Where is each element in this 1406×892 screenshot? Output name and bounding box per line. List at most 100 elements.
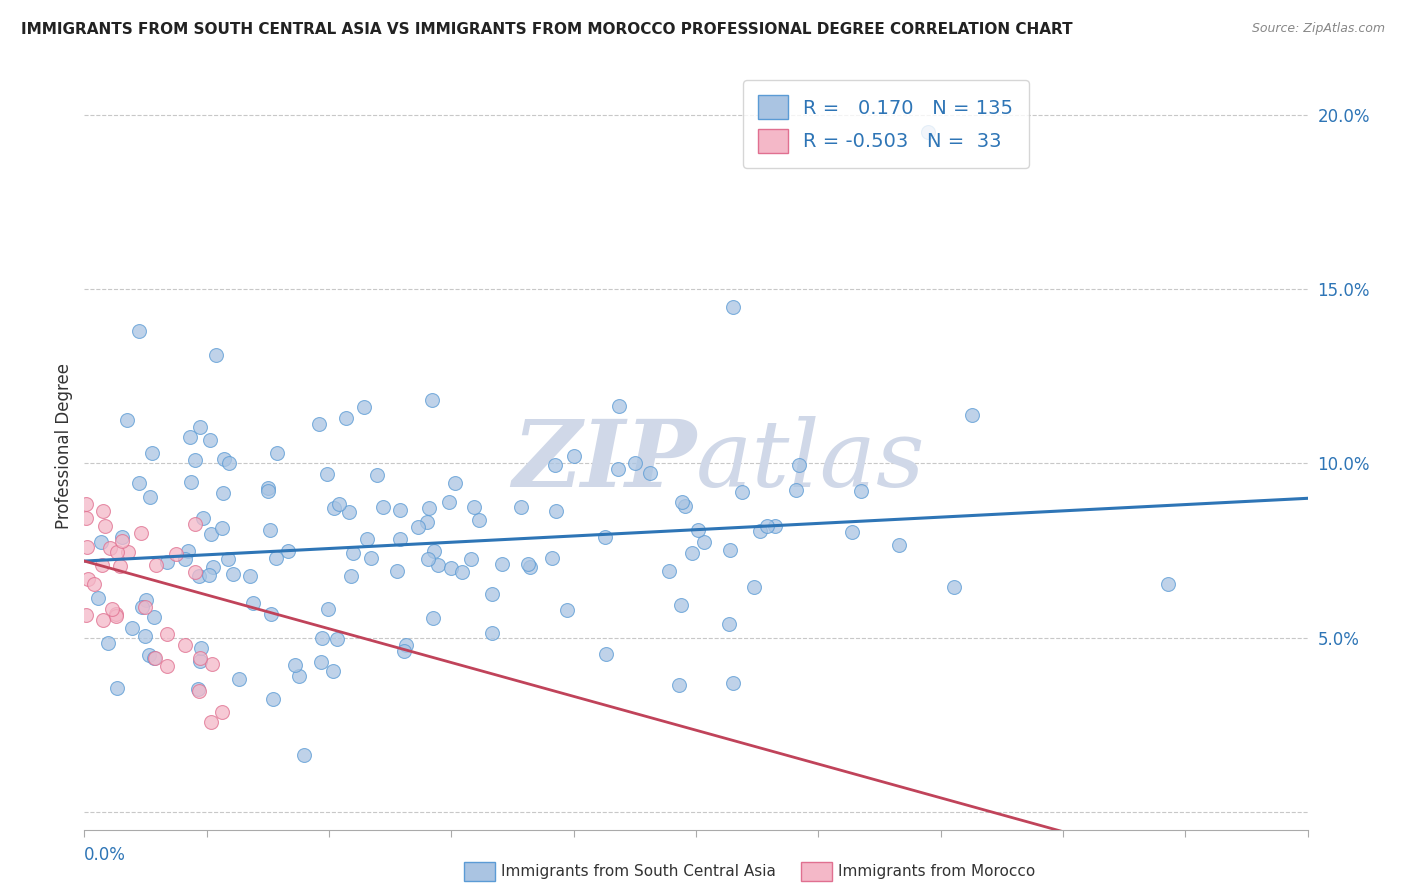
Text: Source: ZipAtlas.com: Source: ZipAtlas.com [1251, 22, 1385, 36]
Point [437, 495, 460, 509]
Point [212, 452, 235, 467]
Point [76, 541, 98, 555]
Point [510, 500, 533, 514]
Point [749, 524, 772, 539]
Point [156, 659, 179, 673]
Point [1157, 576, 1180, 591]
Point [681, 546, 703, 560]
Point [607, 462, 630, 476]
Point [100, 601, 122, 615]
Point [789, 458, 811, 472]
Point [117, 545, 139, 559]
Point [217, 551, 239, 566]
Point [135, 592, 157, 607]
Point [444, 475, 467, 490]
Text: IMMIGRANTS FROM SOUTH CENTRAL ASIA VS IMMIGRANTS FROM MOROCCO PROFESSIONAL DEGRE: IMMIGRANTS FROM SOUTH CENTRAL ASIA VS IM… [21, 22, 1073, 37]
Point [388, 503, 411, 517]
Point [742, 580, 765, 594]
Point [638, 466, 661, 480]
Point [188, 654, 211, 668]
Point [427, 558, 450, 572]
Point [323, 500, 346, 515]
Point [200, 714, 222, 729]
Point [335, 410, 357, 425]
Point [191, 511, 214, 525]
Point [392, 643, 415, 657]
Point [668, 678, 690, 692]
Point [188, 568, 211, 582]
Point [211, 705, 233, 719]
Point [205, 349, 228, 363]
Point [90, 535, 112, 549]
Point [145, 558, 167, 573]
Point [156, 626, 179, 640]
Point [211, 485, 233, 500]
Text: 0.0%: 0.0% [84, 847, 127, 864]
Point [308, 417, 330, 431]
Point [221, 566, 243, 581]
Point [544, 458, 567, 472]
Point [624, 456, 647, 470]
Point [555, 602, 578, 616]
Point [366, 467, 388, 482]
Point [360, 550, 382, 565]
Point [423, 544, 446, 558]
Point [105, 681, 128, 695]
Legend: R =   0.170   N = 135, R = -0.503   N =  33: R = 0.170 N = 135, R = -0.503 N = 33 [742, 79, 1029, 168]
Point [239, 569, 262, 583]
Point [763, 519, 786, 533]
Point [673, 499, 696, 513]
Text: Immigrants from Morocco: Immigrants from Morocco [838, 864, 1035, 879]
Point [388, 532, 411, 546]
Point [91, 558, 114, 572]
Point [686, 523, 709, 537]
Point [671, 495, 693, 509]
Point [328, 497, 350, 511]
Point [174, 551, 197, 566]
Point [184, 453, 207, 467]
Point [593, 530, 616, 544]
Point [517, 557, 540, 571]
Point [183, 516, 205, 531]
Point [595, 647, 617, 661]
Point [371, 500, 394, 514]
Point [692, 535, 714, 549]
Point [242, 596, 264, 610]
Point [115, 413, 138, 427]
Point [75, 607, 97, 622]
Point [288, 669, 311, 683]
Point [173, 638, 195, 652]
Point [418, 551, 440, 566]
Point [257, 483, 280, 498]
Point [200, 527, 222, 541]
Point [339, 569, 361, 583]
Point [131, 600, 153, 615]
Point [325, 632, 347, 646]
Point [960, 409, 983, 423]
Point [259, 523, 281, 537]
Point [211, 521, 233, 535]
Point [311, 655, 333, 669]
Point [387, 564, 409, 578]
Point [188, 650, 211, 665]
Point [128, 475, 150, 490]
Point [491, 557, 513, 571]
Point [228, 673, 250, 687]
Point [143, 651, 166, 665]
Point [721, 300, 744, 314]
Point [83, 577, 105, 591]
Point [156, 555, 179, 569]
Point [467, 513, 489, 527]
Point [849, 484, 872, 499]
Point [841, 525, 863, 540]
Point [91, 504, 114, 518]
Point [422, 611, 444, 625]
Text: atlas: atlas [696, 417, 925, 507]
Point [86, 591, 108, 606]
Point [93, 518, 115, 533]
Point [416, 516, 439, 530]
Point [128, 324, 150, 338]
Point [785, 483, 807, 498]
Point [108, 558, 131, 573]
Point [111, 530, 134, 544]
